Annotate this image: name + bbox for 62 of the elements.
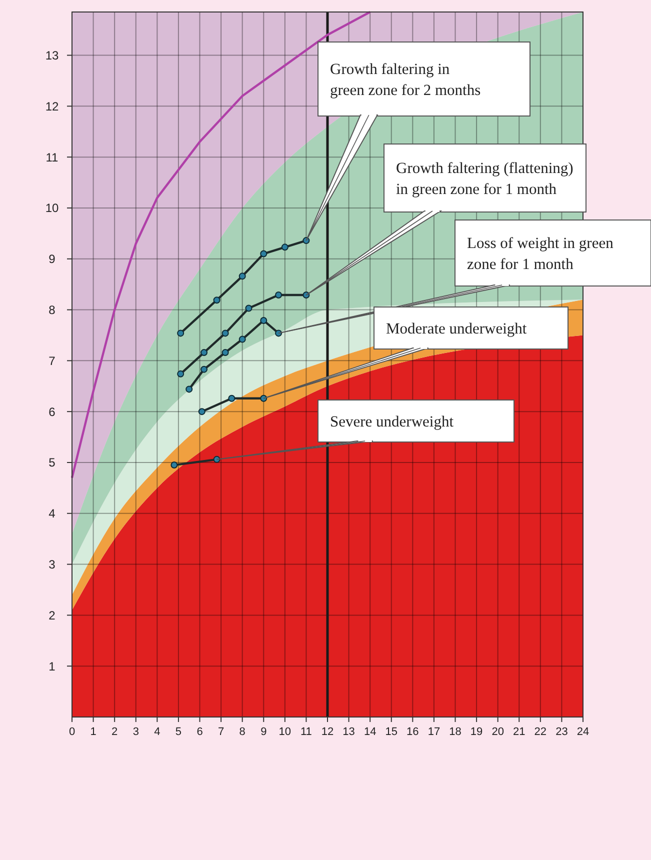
x-tick-label: 8	[239, 726, 246, 738]
point	[213, 296, 220, 304]
x-tick-label: 20	[492, 726, 504, 738]
annotation: Growth faltering in green zone for 2 months	[330, 61, 481, 99]
x-tick-label: 5	[175, 726, 182, 738]
point	[281, 244, 288, 251]
point	[200, 349, 208, 356]
point	[200, 366, 208, 373]
y-tick-label: 2	[48, 608, 56, 622]
y-tick-label: 8	[48, 302, 56, 317]
x-tick-label: 22	[534, 726, 547, 738]
y-tick-label: 6	[48, 404, 56, 419]
point	[245, 304, 252, 312]
x-tick-label: 18	[449, 726, 462, 738]
x-tick-label: 23	[556, 726, 568, 738]
y-tick-label: 4	[48, 506, 56, 521]
x-tick-label: 0	[68, 726, 76, 738]
x-tick-label: 2	[112, 726, 118, 738]
x-tick-label: 11	[300, 726, 312, 738]
x-tick-label: 19	[470, 726, 483, 738]
x-tick-label: 4	[154, 726, 160, 738]
y-tick-label: 11	[46, 150, 59, 164]
x-tick-label: 17	[428, 726, 440, 738]
annotation: Severe underweight	[330, 414, 454, 430]
point	[222, 330, 229, 337]
y-tick-label: 7	[48, 354, 56, 368]
point	[177, 330, 184, 337]
x-tick-label: 1	[90, 726, 96, 738]
point	[238, 336, 246, 343]
y-tick-label: 5	[48, 456, 56, 470]
x-tick-label: 13	[342, 726, 355, 738]
y-tick-label: 10	[45, 201, 59, 216]
y-tick-label: 13	[45, 48, 59, 62]
point	[260, 250, 268, 258]
x-tick-label: 3	[132, 726, 139, 738]
x-tick-label: 6	[196, 726, 203, 738]
point	[260, 394, 268, 402]
point	[222, 349, 229, 356]
x-tick-label: 7	[218, 726, 224, 738]
point	[186, 386, 193, 393]
point	[198, 408, 206, 416]
point	[260, 316, 268, 324]
x-tick-label: 24	[576, 726, 590, 738]
x-tick-label: 16	[406, 726, 419, 738]
point	[275, 292, 282, 299]
annotation: Moderate underweight	[386, 320, 528, 338]
x-tick-label: 12	[321, 726, 334, 738]
point	[228, 394, 236, 402]
x-tick-label: 14	[364, 726, 376, 738]
x-tick-label: 9	[260, 726, 267, 738]
y-tick-label: 1	[48, 659, 56, 674]
y-tick-label: 3	[48, 557, 56, 572]
y-tick-label: 9	[48, 252, 56, 266]
point	[170, 462, 178, 469]
point	[238, 272, 246, 280]
annotation: Loss of weight in green zone for 1 month	[467, 235, 614, 273]
x-tick-label: 21	[513, 726, 526, 738]
x-tick-label: 15	[385, 726, 398, 738]
point	[177, 370, 184, 378]
y-tick-label: 12	[45, 99, 59, 114]
annotation: Growth faltering (flattening) in green zone for 1 month	[396, 160, 574, 198]
x-tick-label: 10	[278, 726, 292, 738]
